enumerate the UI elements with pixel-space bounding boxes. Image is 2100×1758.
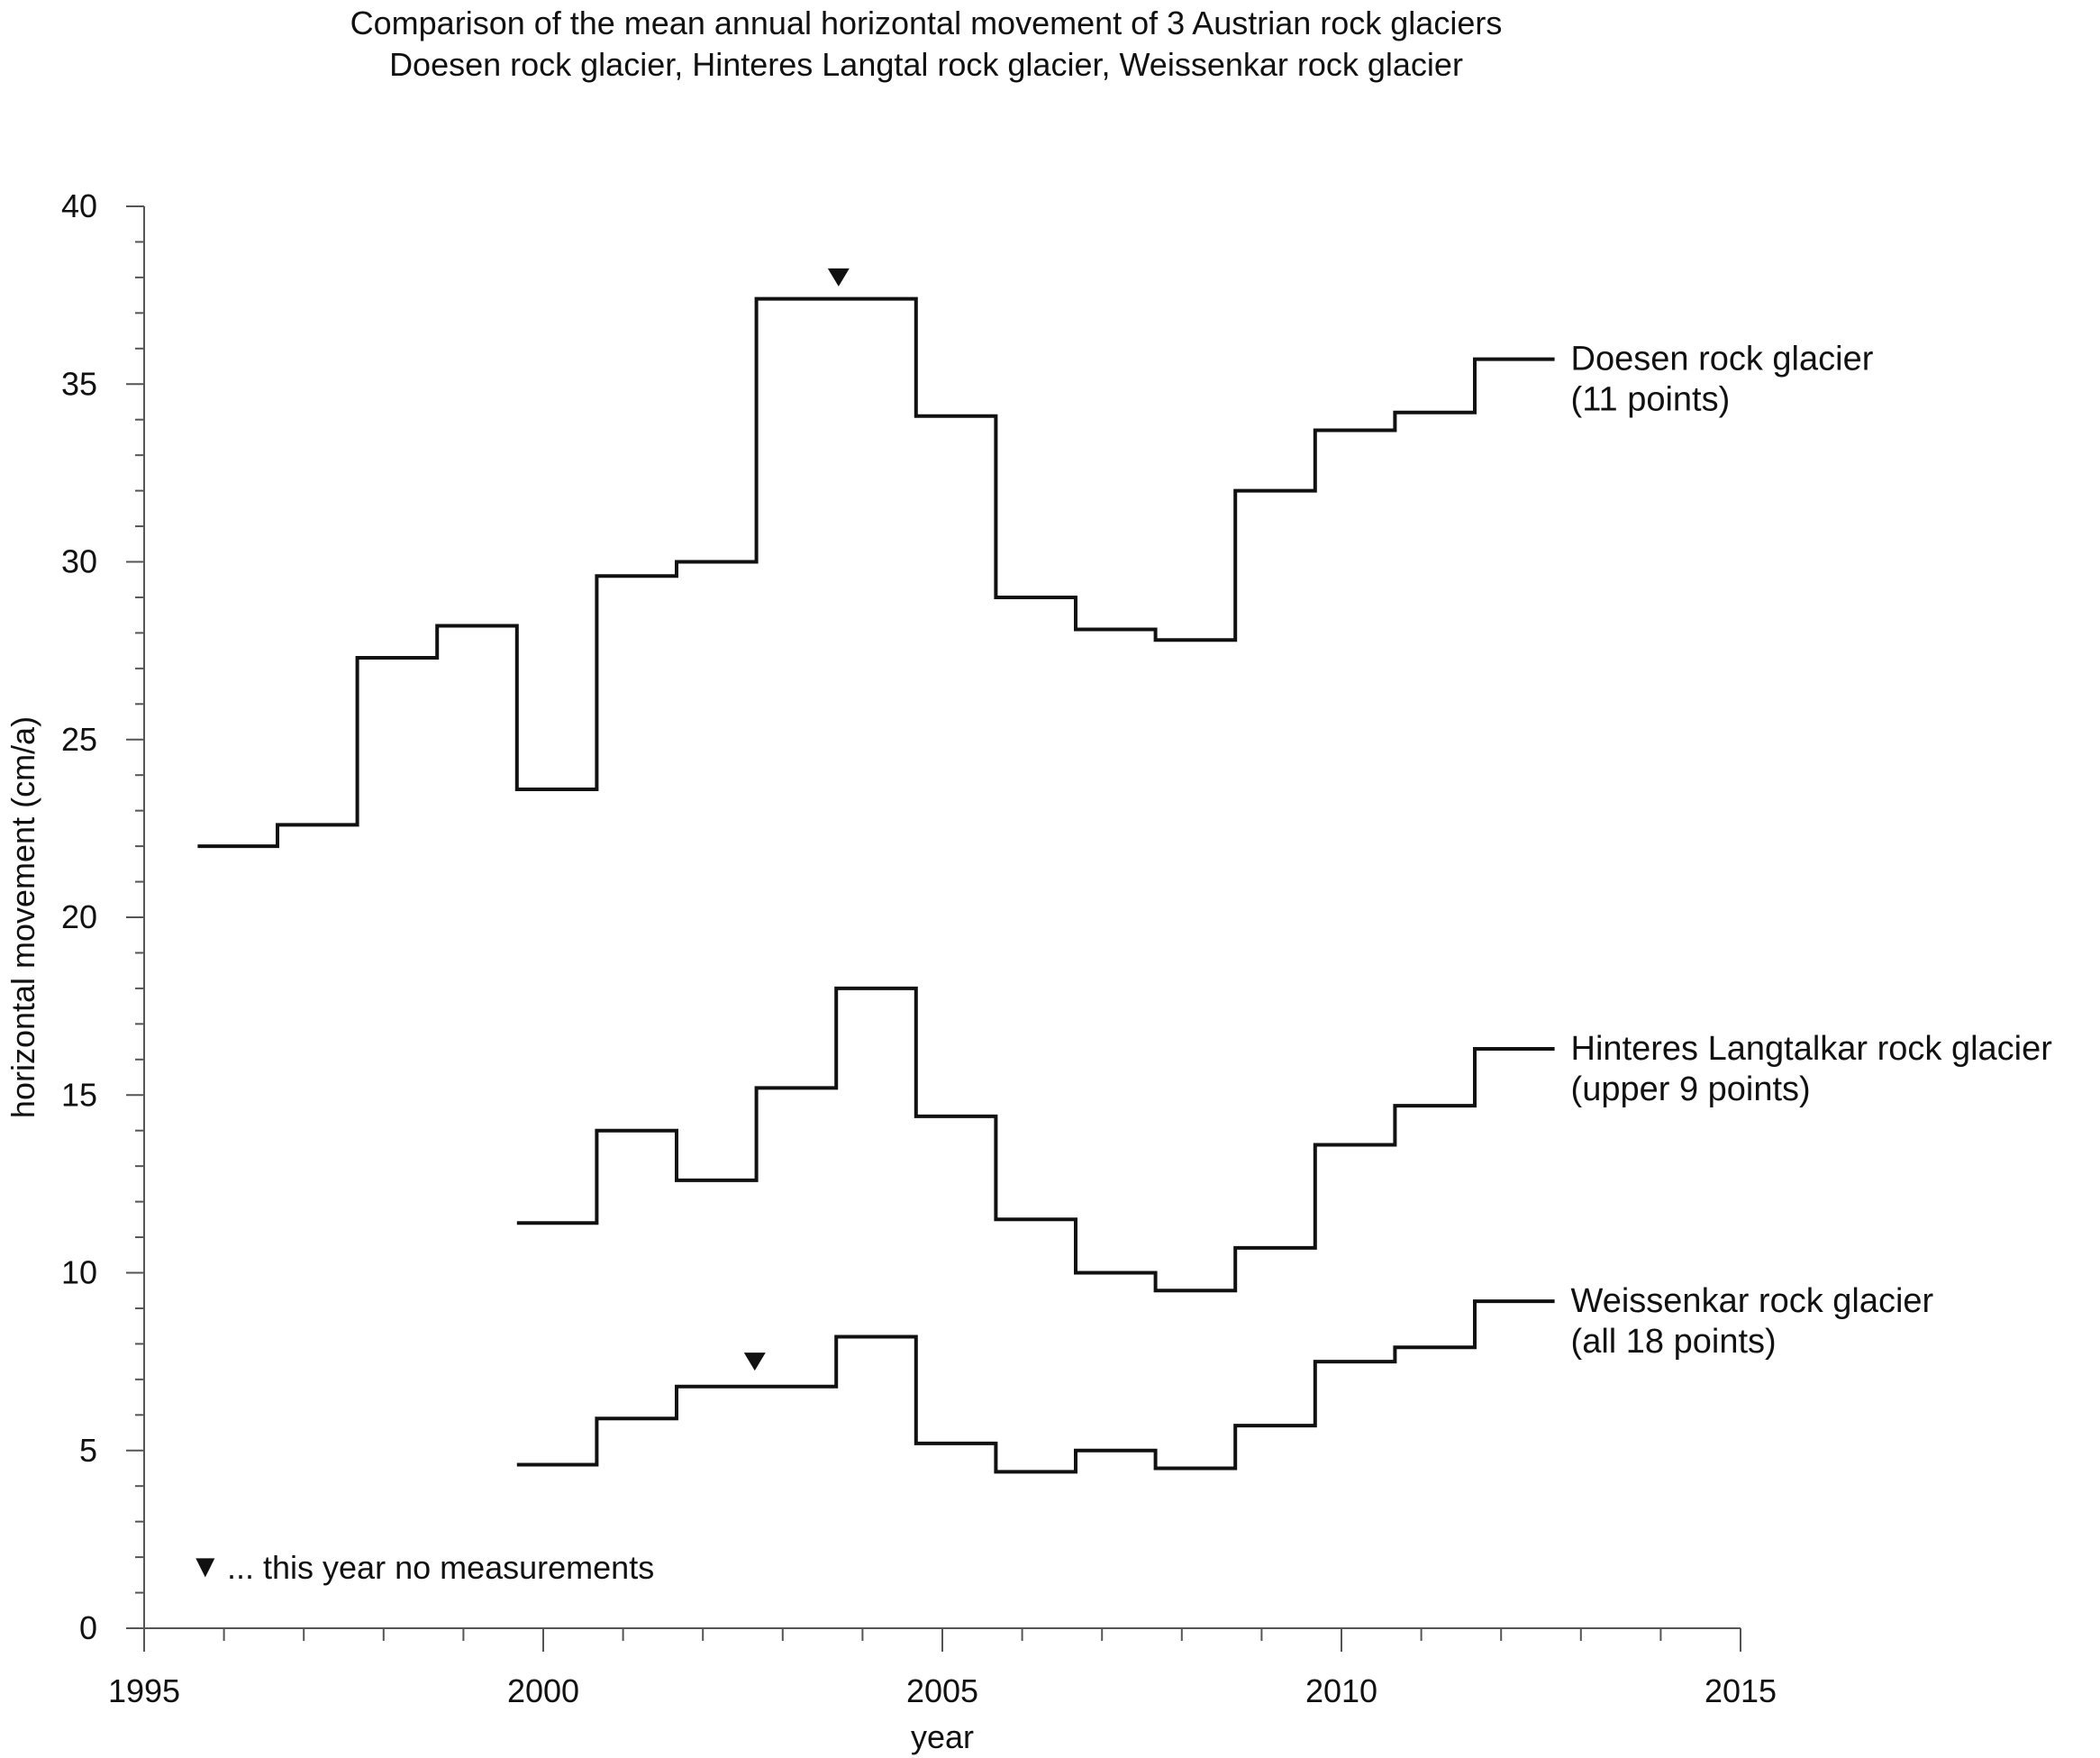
series-group <box>197 268 1555 1474</box>
series-label-points: (all 18 points) <box>1571 1323 1777 1361</box>
series-label-name: Doesen rock glacier <box>1571 341 1874 378</box>
series-line-1 <box>516 986 1555 1293</box>
series-label-name: Weissenkar rock glacier <box>1571 1282 1934 1320</box>
y-tick-label: 5 <box>79 1432 97 1469</box>
x-tick-label: 2000 <box>507 1672 579 1709</box>
y-tick-label: 25 <box>61 721 97 758</box>
no-measurement-marker <box>827 268 850 287</box>
no-measurement-legend: ▼ ... this year no measurements <box>189 1547 654 1586</box>
series-labels: Doesen rock glacier(11 points) Hinteres L… <box>1571 341 2053 1361</box>
chart-subtitle: Doesen rock glacier, Hinteres Langtal ro… <box>389 46 1463 83</box>
chart-title: Comparison of the mean annual horizontal… <box>350 5 1503 41</box>
y-tick-label: 0 <box>79 1609 97 1646</box>
y-tick-label: 20 <box>61 898 97 935</box>
y-tick-label: 30 <box>61 543 97 580</box>
series-label-points: (upper 9 points) <box>1571 1070 1811 1108</box>
x-tick-label: 2015 <box>1705 1672 1777 1709</box>
y-tick-label: 15 <box>61 1076 97 1113</box>
axes: 0 5 10 15 20 25 30 35 40 1995 2000 2005 2010 2015 <box>61 187 1777 1709</box>
y-tick-label: 10 <box>61 1254 97 1291</box>
series-line-0 <box>197 296 1555 849</box>
x-axis-title: year <box>911 1718 974 1755</box>
x-tick-label: 2010 <box>1305 1672 1377 1709</box>
y-tick-label: 40 <box>61 187 97 224</box>
series-label-name: Hinteres Langtalkar rock glacier <box>1571 1030 2053 1068</box>
no-measurement-marker <box>743 1353 766 1371</box>
x-tick-label: 1995 <box>108 1672 180 1709</box>
y-axis-title: horizontal movement (cm/a) <box>5 716 41 1118</box>
y-tick-label: 35 <box>61 365 97 402</box>
series-line-2 <box>516 1299 1555 1474</box>
series-label-points: (11 points) <box>1571 381 1731 419</box>
legend-note-text: ... this year no measurements <box>227 1549 654 1586</box>
legend-note-symbol: ▼ <box>189 1547 222 1584</box>
x-tick-label: 2005 <box>906 1672 978 1709</box>
